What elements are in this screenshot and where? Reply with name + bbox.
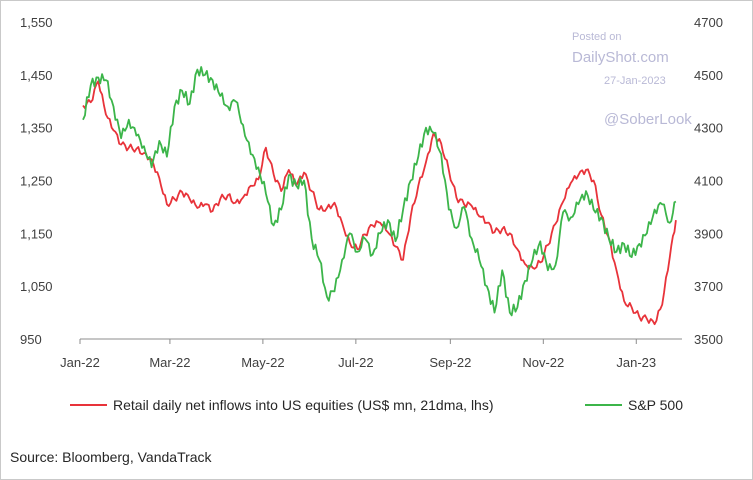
series-line-retail-inflows [82,80,677,326]
legend-label-sp500: S&P 500 [628,397,683,413]
watermark-date: 27-Jan-2023 [604,75,666,87]
watermark-site: DailyShot.com [572,49,669,66]
watermark-posted-on: Posted on [572,31,622,43]
x-tick-label: Nov-22 [522,355,564,370]
x-tick-label: May-22 [241,355,284,370]
watermark: Posted on DailyShot.com 27-Jan-2023 @Sob… [572,31,692,128]
left-axis: 950 1,050 1,150 1,250 1,350 1,450 1,550 [20,15,53,347]
right-axis: 3500 3700 3900 4100 4300 4500 4700 [694,15,723,347]
x-tick-label: Jan-23 [616,355,656,370]
y-left-tick-label: 1,450 [20,68,53,83]
series-line-sp500 [82,66,677,317]
y-right-tick-label: 3500 [694,332,723,347]
y-right-tick-label: 3700 [694,279,723,294]
legend: Retail daily net inflows into US equitie… [70,397,683,413]
x-axis: Jan-22 Mar-22 May-22 Jul-22 Sep-22 Nov-22 Jan-… [60,338,682,370]
x-tick-label: Sep-22 [429,355,471,370]
y-right-tick-label: 4100 [694,174,723,189]
y-left-tick-label: 1,250 [20,174,53,189]
y-left-tick-label: 950 [20,332,42,347]
y-left-tick-label: 1,550 [20,15,53,30]
x-tick-label: Mar-22 [149,355,190,370]
x-tick-label: Jan-22 [60,355,100,370]
y-right-tick-label: 3900 [694,226,723,241]
y-right-tick-label: 4500 [694,68,723,83]
y-left-tick-label: 1,050 [20,279,53,294]
x-tick-label: Jul-22 [338,355,373,370]
y-right-tick-label: 4300 [694,121,723,136]
y-left-tick-label: 1,350 [20,121,53,136]
y-left-tick-label: 1,150 [20,226,53,241]
source-note: Source: Bloomberg, VandaTrack [10,449,212,465]
legend-label-retail: Retail daily net inflows into US equitie… [113,397,494,413]
plot-lines [82,66,677,326]
watermark-handle: @SoberLook [604,111,692,128]
y-right-tick-label: 4700 [694,15,723,30]
